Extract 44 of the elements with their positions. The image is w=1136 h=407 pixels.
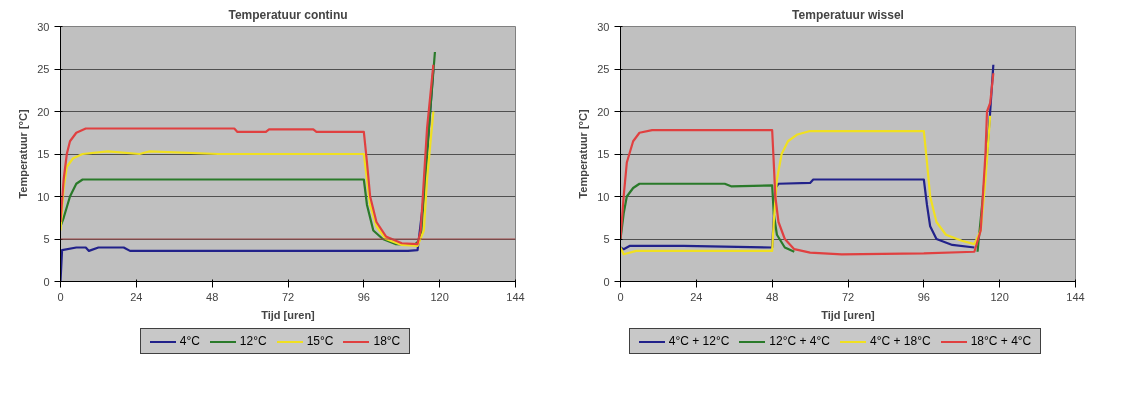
x-tick-label: 72 [841,290,855,303]
x-tick-label: 120 [430,290,449,303]
x-tick-label: 24 [690,290,703,303]
legend-label: 18°C [373,333,401,351]
x-axis-title: Tijd [uren] [821,308,876,321]
y-axis-title: Temperatuur [°C] [577,109,590,199]
chart-title: Temperatuur continu [228,7,348,22]
legend-label: 4°C [179,333,200,351]
y-tick-label: 0 [43,275,50,288]
y-tick-label: 5 [603,233,610,245]
legend-label: 12°C [239,333,267,351]
y-tick-label: 25 [37,63,50,75]
y-tick-label: 15 [37,148,50,160]
y-tick-label: 10 [37,190,50,203]
y-tick-label: 10 [597,190,610,203]
x-tick-label: 120 [990,290,1009,303]
y-tick-label: 5 [43,233,50,245]
line-series [620,114,992,256]
legend-label: 15°C [306,333,334,351]
y-tick-label: 0 [603,275,610,288]
x-tick-label: 96 [917,290,930,303]
x-tick-label: 96 [357,290,370,303]
chart-title: Temperatuur wissel [792,7,904,22]
x-tick-label: 72 [281,290,295,303]
y-tick-label: 20 [37,105,50,118]
y-tick-label: 25 [597,63,610,75]
y-tick-label: 20 [597,105,610,118]
x-tick-label: 0 [617,290,624,303]
x-tick-label: 48 [766,290,779,303]
x-tick-label: 24 [130,290,143,303]
x-tick-label: 144 [506,290,525,303]
x-tick-label: 48 [206,290,219,303]
line-series [60,110,435,247]
y-tick-label: 30 [37,20,50,33]
legend-label: 4°C + 18°C [870,333,931,351]
x-tick-label: 144 [1066,290,1085,303]
x-tick-label: 0 [57,290,64,303]
y-axis-title: Temperatuur [°C] [17,109,30,199]
y-tick-label: 15 [597,148,610,160]
legend-label: 12°C + 4°C [769,333,830,351]
legend-label: 18°C + 4°C [970,333,1032,351]
y-tick-label: 30 [597,20,610,33]
legend-label: 4°C + 12°C [668,333,730,351]
x-axis-title: Tijd [uren] [261,308,316,321]
